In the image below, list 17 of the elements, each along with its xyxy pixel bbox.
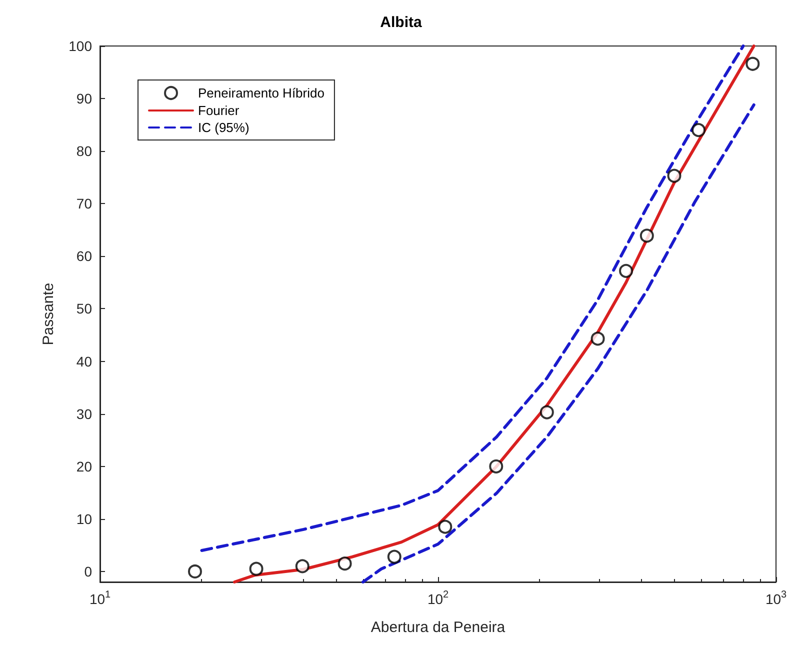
x-axis-title: Abertura da Peneira [370,619,506,636]
legend-label: Fourier [198,103,240,118]
chart-title: Albita [380,14,422,31]
y-tick-label: 60 [76,248,92,264]
y-tick-label: 20 [76,458,92,474]
y-tick-label: 0 [84,563,92,580]
legend-label: Peneiramento Híbrido [198,86,324,100]
y-tick-label: 70 [76,196,92,212]
y-tick-label: 50 [76,300,92,317]
y-axis-title: Passante [40,282,57,346]
y-tick-label: 100 [68,38,92,54]
legend-label: IC (95%) [198,120,250,135]
y-tick-label: 80 [76,143,92,160]
y-tick-label: 30 [76,406,92,422]
y-tick-label: 40 [76,353,92,370]
y-tick-label: 10 [76,510,92,527]
y-tick-label: 90 [76,90,92,107]
